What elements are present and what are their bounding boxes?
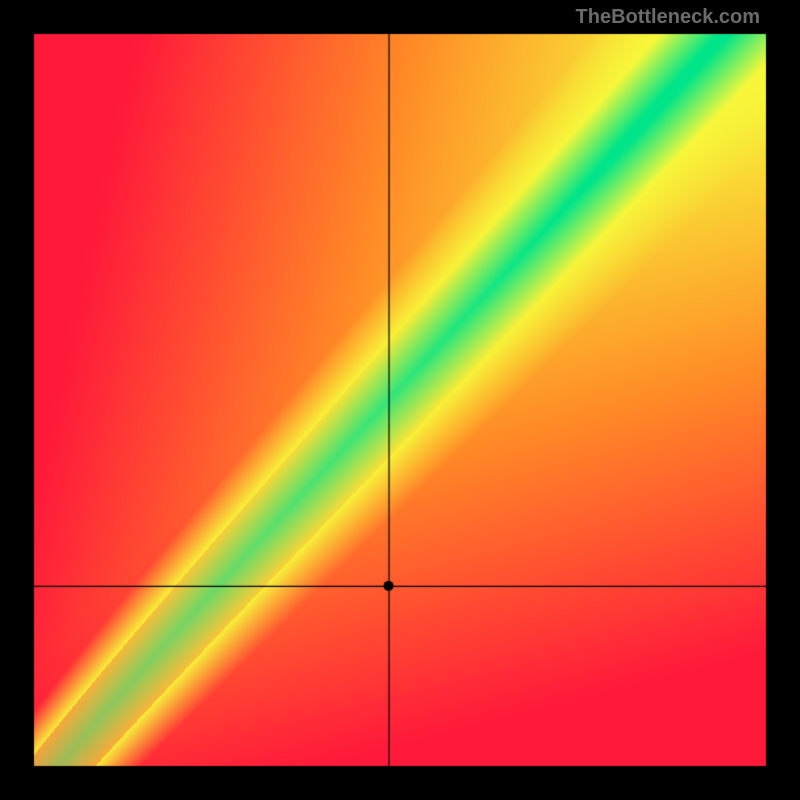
watermark-text: TheBottleneck.com — [576, 6, 760, 29]
bottleneck-heatmap — [0, 0, 800, 800]
